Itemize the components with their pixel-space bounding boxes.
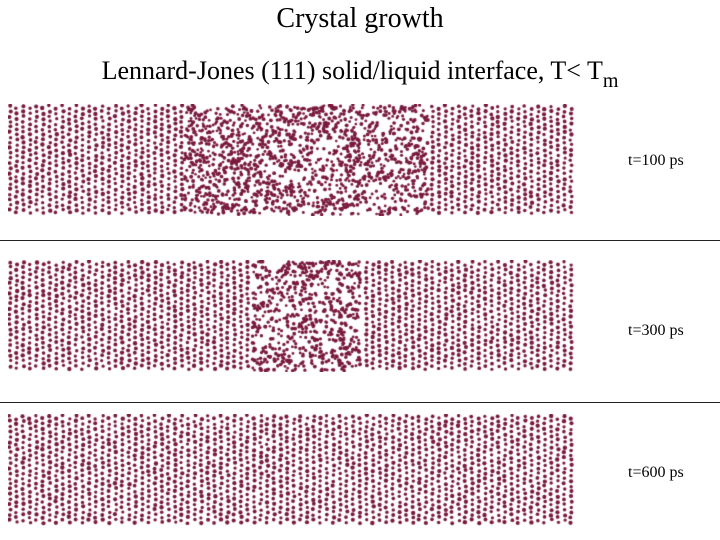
atom-snapshot-t300: [8, 260, 576, 372]
atom-snapshot-t600: [8, 414, 576, 526]
subtitle-subscript: m: [602, 70, 619, 92]
panel-t300: [8, 260, 576, 372]
slide-title: Crystal growth: [276, 3, 444, 34]
time-label-t600: t=600 ps: [628, 464, 684, 481]
subtitle-text: Lennard-Jones (111) solid/liquid interfa…: [101, 56, 603, 85]
atom-snapshot-t100: [8, 104, 576, 216]
slide-subtitle: Lennard-Jones (111) solid/liquid interfa…: [0, 54, 720, 92]
panel-t600: [8, 414, 576, 526]
divider-1: [0, 240, 720, 241]
divider-2: [0, 402, 720, 403]
time-label-t100: t=100 ps: [628, 152, 684, 169]
panel-t100: [8, 104, 576, 216]
time-label-t300: t=300 ps: [628, 322, 684, 339]
